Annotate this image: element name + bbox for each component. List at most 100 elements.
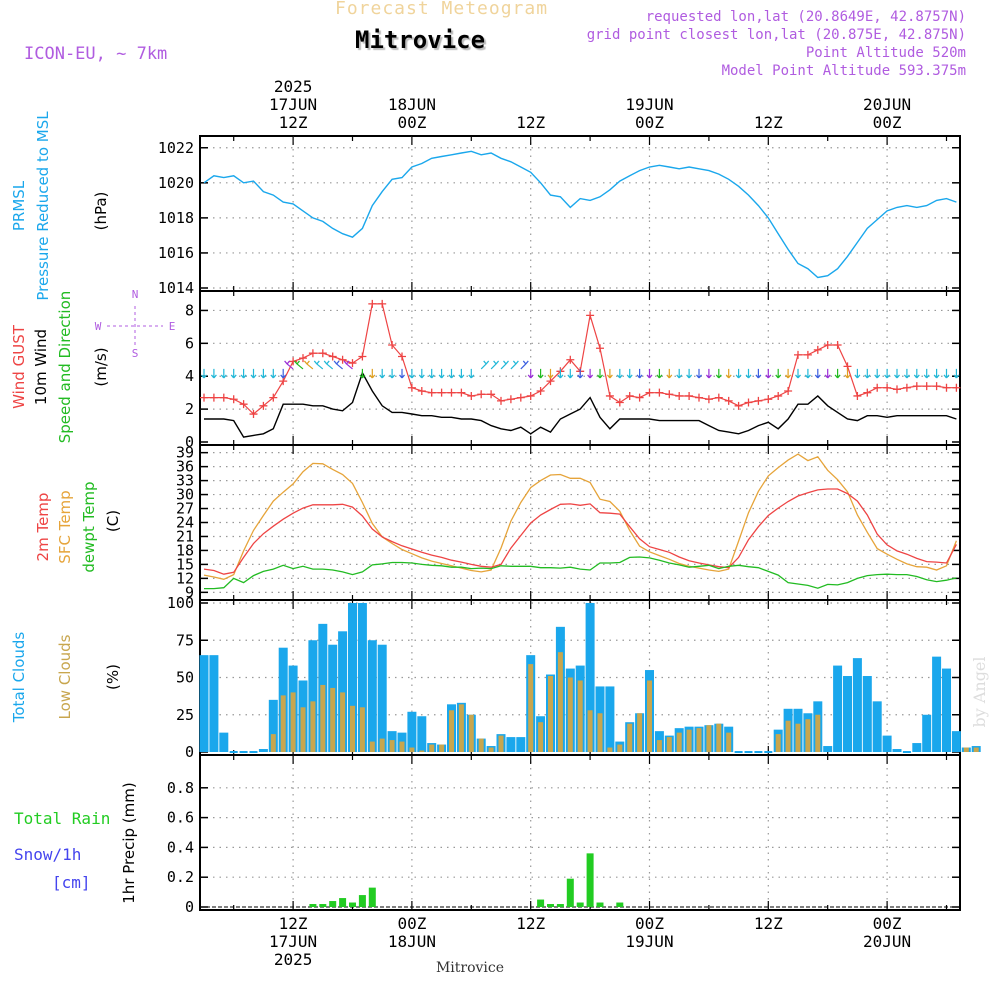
total-rain-label: Total Rain: [14, 809, 110, 828]
pressure-frame: [199, 135, 961, 292]
gust-marker: [506, 395, 515, 404]
pressure-label: PRMSL: [10, 180, 28, 231]
top-time-label: 18JUN: [388, 95, 436, 114]
wind-direction-arrow: [745, 368, 752, 379]
total-cloud-bar: [268, 699, 278, 752]
low-cloud-bar: [379, 738, 385, 752]
wind-direction-arrow: [884, 368, 891, 379]
gust-marker: [912, 382, 921, 391]
low-cloud-bar: [320, 684, 326, 752]
gust-marker: [685, 391, 694, 400]
wind-direction-arrow: [913, 368, 920, 379]
low-cloud-bar: [449, 710, 454, 752]
total-cloud-bar: [377, 644, 387, 752]
wind-direction-arrow: [280, 368, 287, 379]
snow-label: Snow/1h: [14, 845, 81, 864]
gust-marker: [338, 355, 347, 364]
top-time-label: 12Z: [754, 113, 783, 132]
wind-direction-arrow: [458, 368, 465, 379]
gust-marker: [724, 396, 733, 405]
total-cloud-bar: [258, 749, 268, 752]
wind-direction-arrow: [220, 368, 227, 379]
bottom-time-label: 12Z: [516, 914, 545, 933]
wind-direction-arrow: [369, 368, 376, 379]
wind-direction-arrow: [428, 368, 435, 379]
total-cloud-bar: [516, 737, 526, 752]
wind-label: 10m Wind: [32, 329, 50, 405]
low-cloud-bar: [350, 705, 355, 752]
gust-marker: [605, 391, 614, 400]
gust-marker: [229, 395, 238, 404]
wind-direction-arrow: [343, 360, 353, 370]
wind-direction-arrow: [250, 368, 257, 379]
dewpoint-label: dewpt Temp: [80, 481, 98, 572]
wind-direction-arrow: [824, 368, 831, 379]
wind-panel: 0 2 4 6 8: [185, 290, 961, 451]
gust-marker: [566, 355, 575, 364]
gust-marker: [704, 395, 713, 404]
gust-marker: [952, 383, 961, 392]
bottom-time-label: 00Z: [635, 914, 664, 933]
low-cloud-bar: [617, 744, 623, 752]
wind-direction-arrow: [201, 368, 207, 379]
pressure-unit: (hPa): [92, 192, 110, 231]
gust-marker: [586, 311, 595, 320]
wind-direction-arrow: [313, 360, 324, 370]
low-cloud-bar: [330, 687, 336, 752]
gust-marker: [239, 400, 248, 409]
total-cloud-bar: [942, 668, 951, 752]
wind-direction-arrow: [616, 368, 623, 379]
point-altitude: Point Altitude 520m: [805, 45, 966, 61]
compass-icon: [107, 306, 163, 346]
temperature-ytick-label: 30: [176, 486, 194, 504]
gust-marker: [308, 349, 317, 358]
rain-bar: [566, 878, 574, 907]
gust-marker: [883, 383, 892, 392]
bottom-time-label: 2025: [274, 950, 313, 969]
wind-direction-arrow: [557, 368, 564, 379]
compass-e: E: [169, 320, 176, 333]
bottom-time-label: 00Z: [397, 914, 426, 933]
total-cloud-bar: [932, 656, 942, 752]
pressure-panel: 1014 1016 1018 1020 1022: [158, 135, 961, 297]
gust-marker: [299, 354, 307, 363]
low-cloud-bar: [488, 747, 494, 752]
rain-bar: [309, 904, 317, 907]
rain-bar: [596, 902, 604, 907]
gust-marker: [645, 388, 654, 397]
pressure-line: [203, 150, 957, 279]
gust-marker: [348, 359, 357, 368]
low-cloud-bar: [785, 720, 791, 752]
temp-unit: (C): [104, 510, 122, 532]
low-cloud-bar: [686, 729, 692, 752]
top-time-label: 20JUN: [863, 95, 911, 114]
gust-marker: [219, 393, 228, 402]
gust-label: Wind GUST: [10, 324, 28, 409]
sfc-temp-label: SFC Temp: [56, 490, 74, 563]
wind-direction-arrow: [510, 360, 519, 370]
low-cloud-bar: [696, 728, 702, 752]
rain-bar: [616, 902, 624, 907]
gust-marker: [328, 352, 337, 361]
wind-direction-arrow: [903, 368, 910, 379]
gust-marker: [516, 393, 525, 402]
total-cloud-bar: [209, 655, 219, 752]
bottom-time-label: 17JUN: [269, 932, 317, 951]
temperature-ytick-label: 12: [176, 569, 194, 587]
low-cloud-bar: [528, 664, 534, 752]
footer-location: Mitrovice: [436, 960, 504, 976]
wind-direction-arrow: [230, 368, 237, 379]
gust-marker: [289, 357, 298, 366]
pressure-ytick-label: 1020: [158, 174, 194, 192]
total-cloud-bar: [922, 714, 932, 752]
bottom-time-label: 19JUN: [625, 932, 673, 951]
total-cloud-bar: [348, 603, 357, 752]
wind-direction-arrow: [438, 368, 445, 379]
wind-direction-arrow: [323, 360, 334, 370]
wind-direction-arrow: [480, 360, 490, 370]
rain-bar: [576, 902, 584, 907]
gust-marker: [487, 390, 496, 399]
wind-ytick-label: 6: [185, 334, 194, 352]
product-title: Forecast Meteogram: [335, 0, 549, 19]
wind-direction-arrow: [399, 368, 405, 379]
